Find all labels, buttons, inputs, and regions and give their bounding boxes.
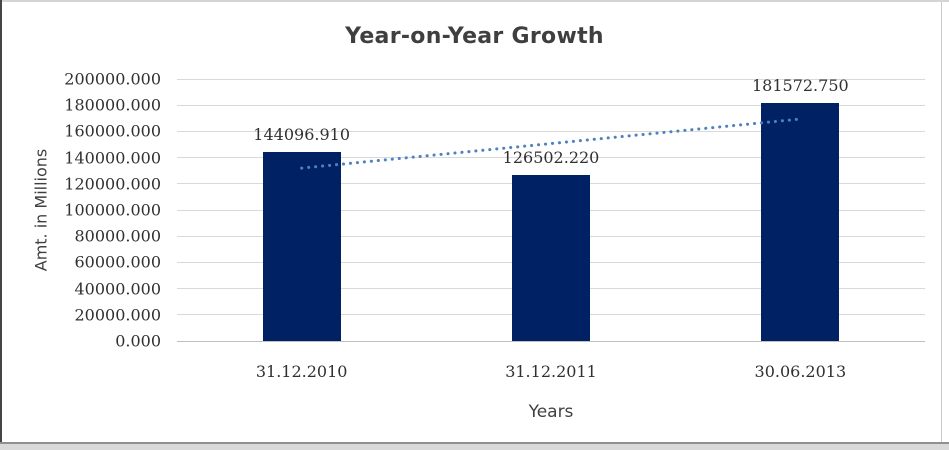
gridline	[177, 78, 925, 80]
x-category-label: 31.12.2010	[255, 362, 348, 381]
gridline	[177, 340, 925, 342]
trendline	[300, 117, 802, 170]
x-category-label: 30.06.2013	[754, 362, 847, 381]
bar	[512, 175, 590, 341]
plot-area: 144096.910 126502.220 181572.750	[177, 76, 925, 342]
y-tick-label: 140000.000	[64, 148, 161, 168]
y-tick-label: 200000.000	[64, 69, 161, 89]
y-tick-label: 160000.000	[64, 121, 161, 141]
frame-edge-bottom-fill	[0, 444, 949, 450]
y-tick-label: 180000.000	[64, 95, 161, 115]
frame-edge-left	[0, 0, 2, 443]
y-tick-label: 0.000	[115, 331, 161, 351]
x-category-label: 31.12.2011	[505, 362, 597, 381]
frame-edge-right	[941, 2, 942, 442]
frame-edge-bottom-line	[0, 442, 949, 444]
y-tick-label: 80000.000	[74, 226, 161, 246]
x-axis-category-labels: 31.12.2010 31.12.2011 30.06.2013	[177, 362, 925, 384]
y-tick-label: 120000.000	[64, 174, 161, 194]
y-tick-label: 60000.000	[74, 252, 161, 272]
frame-edge-top	[0, 0, 949, 2]
gridline	[177, 130, 925, 132]
chart-title: Year-on-Year Growth	[345, 24, 604, 49]
y-tick-label: 20000.000	[74, 305, 161, 325]
bar	[262, 152, 341, 341]
bar	[761, 103, 840, 341]
x-axis-title: Years	[528, 402, 574, 422]
y-axis-tick-labels: 0.000 20000.000 40000.000 60000.000 80000.00…	[0, 70, 161, 351]
bar-data-label: 181572.750	[751, 76, 849, 96]
bar-data-label: 126502.220	[502, 148, 600, 168]
gridline	[177, 104, 925, 106]
y-tick-label: 40000.000	[74, 279, 161, 299]
gridline	[177, 157, 925, 159]
bar-data-label: 144096.910	[253, 125, 351, 145]
y-tick-label: 100000.000	[64, 200, 161, 220]
